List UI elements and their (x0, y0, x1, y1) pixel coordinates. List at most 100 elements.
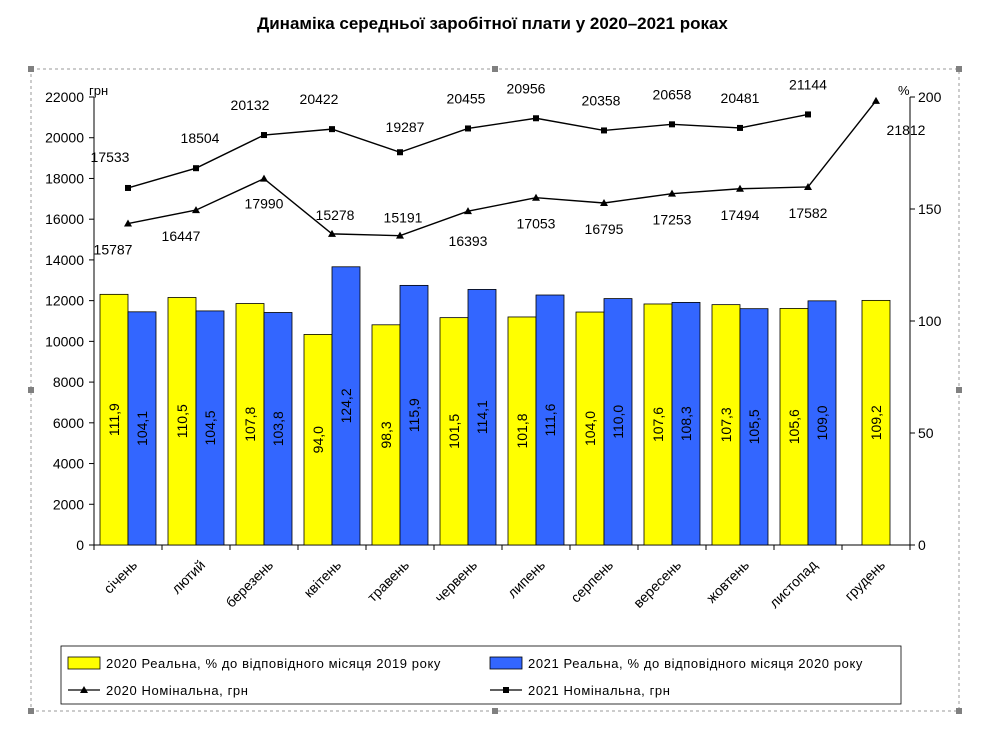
line-value-label: 19287 (386, 119, 425, 135)
legend-swatch (67, 656, 101, 670)
line-point-triangle (872, 96, 880, 104)
right-axis-unit: % (898, 83, 910, 98)
line-point-square (805, 111, 811, 118)
left-axis-tick-label: 8000 (53, 374, 84, 390)
line-value-label: 17494 (721, 207, 760, 223)
line-value-label: 20358 (582, 92, 621, 108)
bar-series-2 (399, 284, 429, 546)
line-point-square (329, 126, 335, 133)
legend-marker-square (503, 687, 509, 693)
bar-value-label: 104,5 (202, 410, 218, 445)
bar-value-label: 110,5 (174, 404, 190, 438)
bar-series-2 (195, 310, 225, 546)
x-axis-category-label: січень (100, 557, 140, 597)
bar-value-label: 105,5 (746, 409, 762, 444)
bar-series-1 (575, 311, 605, 546)
legend-label: 2021 Номінальна, грн (528, 683, 671, 698)
x-axis-category-label: червень (431, 557, 480, 606)
frame-handle (956, 708, 962, 714)
line-point-triangle (804, 182, 812, 190)
frame-handle (28, 387, 34, 393)
bar-value-label: 109,0 (814, 405, 830, 440)
x-axis-category-label: березень (222, 557, 276, 611)
line-point-square (261, 132, 267, 139)
chart-title: Динаміка середньої заробітної плати у 20… (257, 14, 728, 33)
legend-box (60, 645, 902, 705)
legend-marker-triangle (80, 686, 88, 693)
line-value-label: 21812 (887, 122, 926, 138)
frame-handle (28, 66, 34, 72)
line-point-square (397, 149, 403, 156)
left-axis-tick-label: 12000 (45, 293, 84, 309)
bar-series-1 (643, 303, 673, 546)
right-axis-tick-label: 50 (918, 425, 934, 441)
bar-value-label: 109,2 (868, 405, 884, 440)
bar-series-1 (235, 303, 265, 546)
bar-value-label: 94,0 (310, 426, 326, 453)
line-point-square (669, 121, 675, 128)
bar-series-1 (507, 316, 537, 546)
bar-value-label: 104,1 (134, 411, 150, 446)
line-value-label: 16393 (449, 233, 488, 249)
line-value-label: 20455 (447, 90, 486, 106)
bar-value-label: 111,6 (542, 403, 558, 436)
bar-series-2 (331, 266, 361, 546)
bar-series-1 (711, 304, 741, 546)
line-point-triangle (124, 219, 132, 227)
left-axis-tick-label: 6000 (53, 415, 84, 431)
line-point-triangle (668, 189, 676, 197)
bar-series-2 (739, 308, 769, 546)
line-value-label: 20658 (653, 86, 692, 102)
x-axis-category-label: липень (504, 557, 548, 601)
bar-series-1 (303, 334, 333, 546)
right-axis-tick-label: 150 (918, 201, 942, 217)
bar-value-label: 108,3 (678, 406, 694, 441)
left-axis-tick-label: 0 (76, 537, 84, 553)
left-axis-tick-label: 14000 (45, 252, 84, 268)
line-value-label: 17990 (245, 196, 284, 212)
line-point-square (465, 125, 471, 132)
bar-series-1 (439, 317, 469, 546)
bar-series-2 (603, 298, 633, 546)
left-axis-tick-label: 2000 (53, 496, 84, 512)
frame-handle (956, 387, 962, 393)
x-axis-category-label: квітень (300, 557, 344, 601)
bar-series-2 (535, 294, 565, 546)
bar-value-label: 104,0 (582, 411, 598, 446)
left-axis-tick-label: 10000 (45, 333, 84, 349)
right-axis-tick-label: 0 (918, 537, 926, 553)
bar-value-label: 107,8 (242, 407, 258, 442)
bar-value-label: 103,8 (270, 411, 286, 446)
line-point-triangle (600, 198, 608, 206)
bar-series-1 (167, 297, 197, 546)
bar-value-label: 101,8 (514, 413, 530, 448)
line-point-square (601, 127, 607, 134)
line-value-label: 20481 (721, 90, 760, 106)
right-axis-tick-label: 100 (918, 313, 942, 329)
line-point-triangle (192, 206, 200, 214)
x-axis-category-label: листопад (766, 557, 820, 611)
bar-value-label: 101,5 (446, 414, 462, 449)
bar-value-label: 110,0 (610, 405, 626, 439)
line-value-label: 17582 (789, 205, 828, 221)
line-value-label: 21144 (789, 76, 827, 92)
bar-series-1 (861, 299, 891, 546)
bar-series-2 (127, 311, 157, 546)
line-point-square (125, 184, 131, 191)
line-value-label: 15278 (316, 207, 355, 223)
bar-series-2 (467, 289, 497, 546)
line-point-triangle (396, 231, 404, 239)
bar-value-label: 111,9 (106, 403, 122, 436)
legend-label: 2020 Реальна, % до відповідного місяця 2… (106, 656, 441, 671)
frame-handle (28, 708, 34, 714)
left-axis-tick-label: 4000 (53, 456, 84, 472)
line-value-label: 15191 (384, 210, 423, 226)
line-value-label: 16447 (162, 228, 201, 244)
x-axis-category-label: лютий (168, 557, 208, 597)
line-point-triangle (464, 207, 472, 215)
line-value-label: 20132 (231, 97, 270, 113)
legend-label: 2021 Реальна, % до відповідного місяця 2… (528, 656, 863, 671)
left-axis-tick-label: 16000 (45, 211, 84, 227)
line-point-square (533, 115, 539, 122)
bar-value-label: 107,3 (718, 407, 734, 442)
